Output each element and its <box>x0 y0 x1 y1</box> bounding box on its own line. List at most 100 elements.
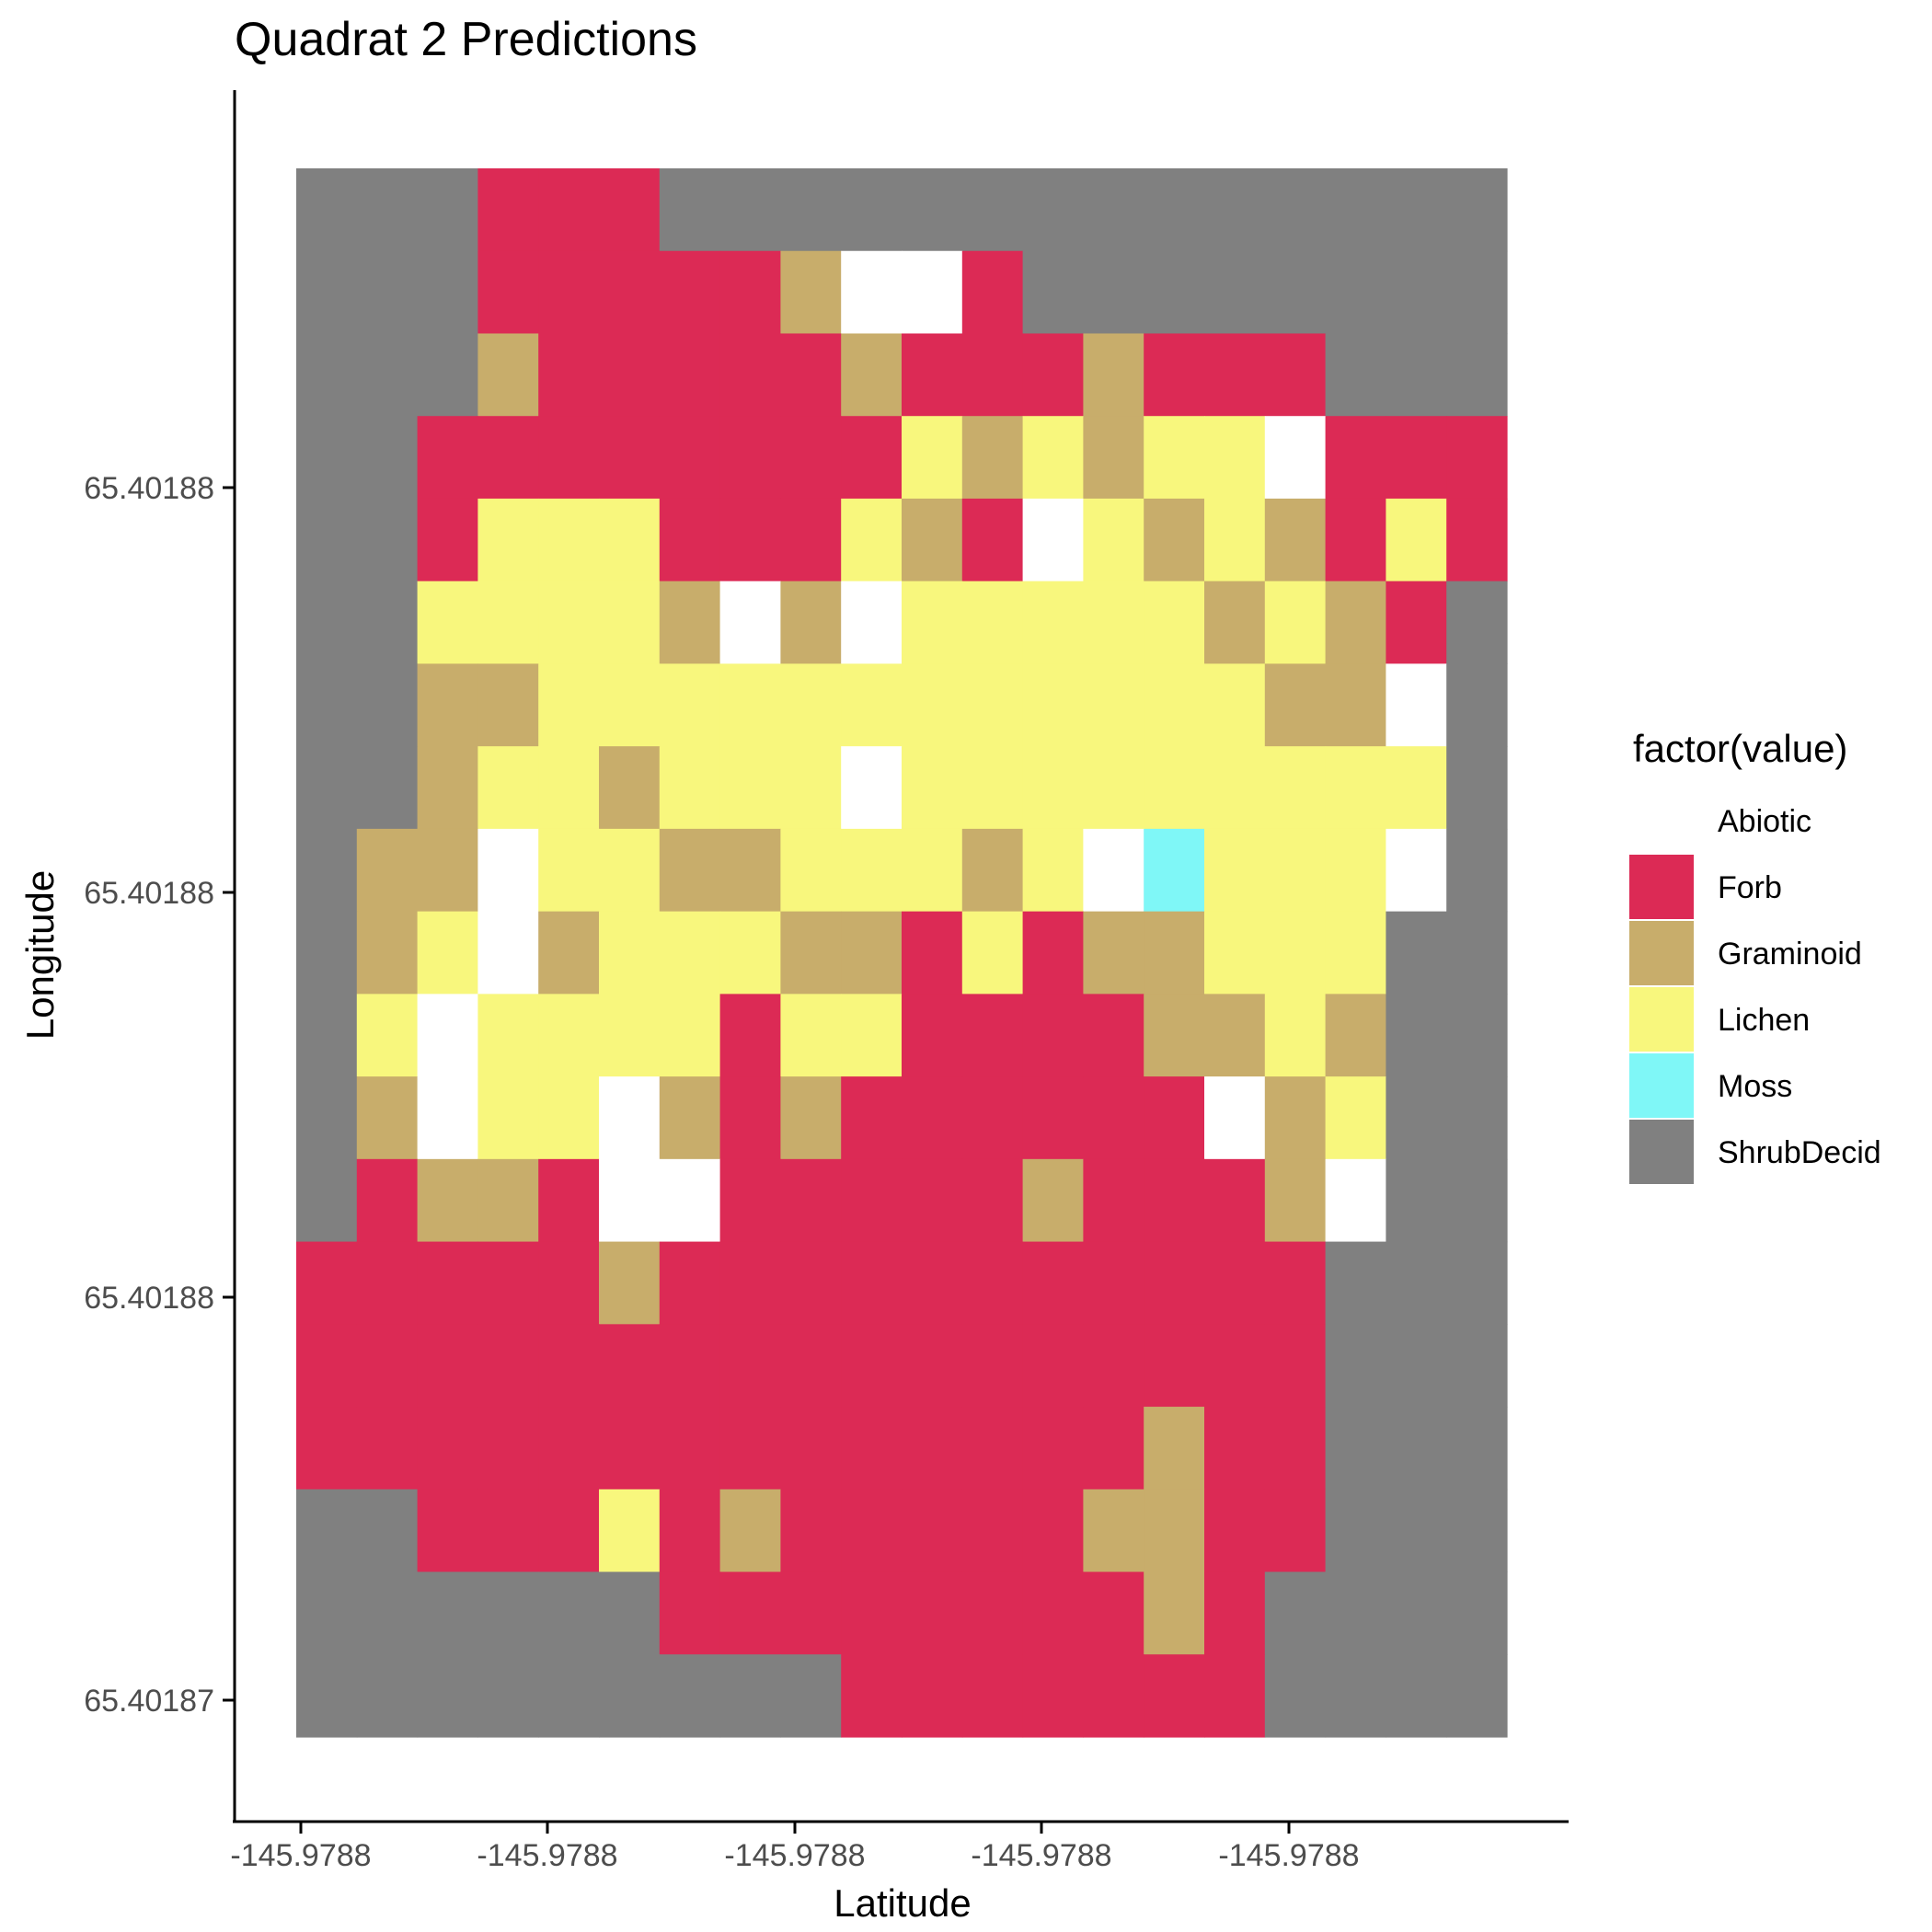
tile-cell <box>1386 250 1447 335</box>
tile-cell <box>780 1324 842 1408</box>
tile-cell <box>1386 1158 1447 1243</box>
tile-cell <box>538 1571 600 1655</box>
tile-cell <box>1204 581 1266 665</box>
tile-cell <box>780 663 842 747</box>
tile-cell <box>1264 1241 1327 1325</box>
tile-cell <box>841 1654 903 1738</box>
tile-cell <box>841 911 903 995</box>
tile-cell <box>902 746 963 830</box>
tile-cell <box>961 1241 1024 1325</box>
tile-cell <box>659 498 721 582</box>
tile-cell <box>961 663 1024 747</box>
tile-cell <box>356 1571 419 1655</box>
tile-cell <box>1083 168 1144 252</box>
tile-cell <box>1083 416 1144 500</box>
tile-cell <box>961 1571 1024 1655</box>
legend-label: Abiotic <box>1718 804 1811 839</box>
tile-cell <box>659 1571 721 1655</box>
tile-cell <box>356 994 419 1077</box>
tile-cell <box>719 1407 781 1490</box>
tile-cell <box>1022 168 1084 252</box>
tile-cell <box>1446 746 1508 830</box>
tile-cell <box>1325 168 1386 252</box>
tile-cell <box>296 994 358 1077</box>
tile-cell <box>1386 1571 1447 1655</box>
tile-cell <box>1325 1324 1386 1408</box>
tile-cell <box>719 911 781 995</box>
tile-cell <box>780 168 842 252</box>
x-axis-title: Latitude <box>834 1881 971 1925</box>
tile-cell <box>417 1076 478 1160</box>
tile-cell <box>1386 1241 1447 1325</box>
tile-cell <box>1446 1076 1508 1160</box>
tile-cell <box>659 168 721 252</box>
tile-cell <box>719 1571 781 1655</box>
chart-title: Quadrat 2 Predictions <box>235 13 697 66</box>
tile-cell <box>599 828 661 913</box>
tile-cell <box>417 333 478 417</box>
tile-cell <box>538 1076 600 1160</box>
tile-cell <box>961 250 1024 335</box>
tile-cell <box>356 663 419 747</box>
tile-cell <box>780 581 842 665</box>
tile-cell <box>902 1241 963 1325</box>
tile-cell <box>599 1076 661 1160</box>
tile-cell <box>296 746 358 830</box>
tile-cell <box>1446 828 1508 913</box>
tile-cell <box>659 911 721 995</box>
tile-cell <box>1083 1489 1144 1573</box>
tile-cell <box>356 250 419 335</box>
tile-cell <box>417 911 478 995</box>
tile-cell <box>1083 1324 1144 1408</box>
tile-cell <box>1325 994 1386 1077</box>
x-axis-ticks: -145.9788 -145.9788 -145.9788 -145.9788 -145… <box>230 1822 1360 1873</box>
tile-cell <box>417 994 478 1077</box>
tile-cell <box>1022 1241 1084 1325</box>
tile-cell <box>841 663 903 747</box>
tile-cell <box>1264 994 1327 1077</box>
tile-cell <box>296 498 358 582</box>
y-tick-label: 65.40188 <box>84 876 214 911</box>
tile-cell <box>296 1407 358 1490</box>
tile-cell <box>356 581 419 665</box>
tile-cell <box>1022 746 1084 830</box>
tile-cell <box>1204 1076 1266 1160</box>
legend-label: Moss <box>1718 1069 1792 1104</box>
tile-cell <box>538 911 600 995</box>
tile-cell <box>659 1324 721 1408</box>
tile-cell <box>659 828 721 913</box>
tile-cell <box>1446 994 1508 1077</box>
tile-cell <box>1264 498 1327 582</box>
tile-cell <box>1325 333 1386 417</box>
tile-cell <box>1446 1241 1508 1325</box>
y-tick-label: 65.40188 <box>84 1281 214 1316</box>
tile-cell <box>961 1076 1024 1160</box>
tile-cell <box>1386 911 1447 995</box>
legend-label: Graminoid <box>1718 937 1862 972</box>
y-tick-label: 65.40188 <box>84 471 214 506</box>
tile-cell <box>1022 1076 1084 1160</box>
tile-cell <box>659 1489 721 1573</box>
tile-cell <box>841 498 903 582</box>
tile-cell <box>841 1324 903 1408</box>
tile-cell <box>659 1158 721 1243</box>
legend-label: Forb <box>1718 870 1782 905</box>
tile-cell <box>1022 1158 1084 1243</box>
tile-cell <box>1144 168 1205 252</box>
legend-swatch <box>1629 921 1694 985</box>
x-tick-label: -145.9788 <box>724 1838 865 1873</box>
tile-cell <box>1386 581 1447 665</box>
tile-cell <box>902 1158 963 1243</box>
tile-cell <box>1022 663 1084 747</box>
tile-cell <box>538 994 600 1077</box>
tile-cell <box>719 994 781 1077</box>
tile-cell <box>1325 1654 1386 1738</box>
y-tick-label: 65.40187 <box>84 1684 214 1719</box>
tile-cell <box>1144 1241 1205 1325</box>
tile-cell <box>1264 911 1327 995</box>
tile-cell <box>1022 250 1084 335</box>
tile-cell <box>1264 416 1327 500</box>
tile-cell <box>296 1654 358 1738</box>
tile-cell <box>1386 663 1447 747</box>
tile-cell <box>1022 1654 1084 1738</box>
